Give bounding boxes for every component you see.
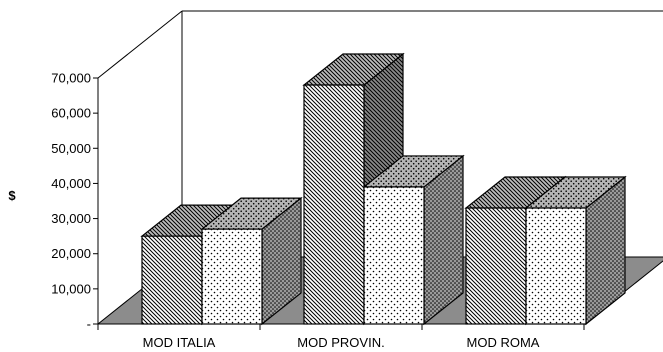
bar-front-face: [141, 235, 203, 325]
bar-front-face: [465, 207, 527, 325]
bar-front-face: [201, 228, 263, 325]
y-tick-label: 30,000: [51, 211, 91, 226]
y-tick-label: 50,000: [51, 141, 91, 156]
bar-front-face: [303, 84, 365, 325]
bar-front-face: [525, 207, 587, 325]
axis-labels: - 10,000 20,000 30,000 40,000 50,000 60,000 70,…: [8, 71, 539, 351]
y-tick-label: 70,000: [51, 71, 91, 86]
x-category-label: MOD ROMA: [467, 335, 540, 350]
bar-front-face: [363, 186, 425, 325]
y-tick-label: -: [87, 317, 91, 332]
y-tick-label: 40,000: [51, 176, 91, 191]
y-tick-label: 20,000: [51, 246, 91, 261]
back-wall-top-edge: [97, 10, 183, 79]
y-axis-title: $: [8, 188, 16, 203]
y-tick-label: 60,000: [51, 106, 91, 121]
bar: [200, 196, 303, 326]
bar: [524, 175, 627, 326]
x-category-label: MOD PROVIN.: [297, 335, 384, 350]
bars: [140, 52, 627, 326]
y-tick-label: 10,000: [51, 281, 91, 296]
x-category-label: MOD ITALIA: [143, 335, 216, 350]
bar: [362, 154, 465, 326]
